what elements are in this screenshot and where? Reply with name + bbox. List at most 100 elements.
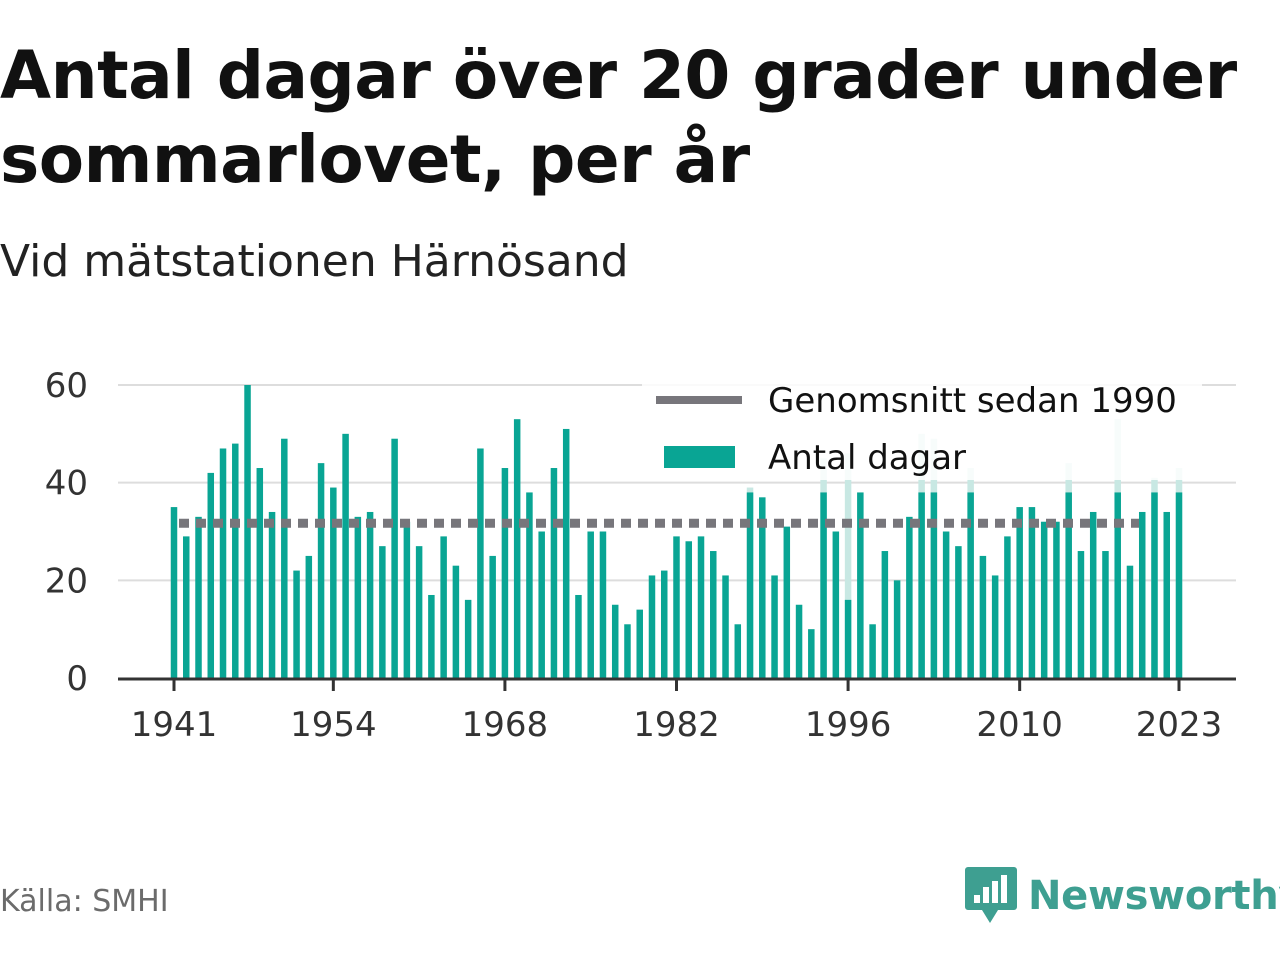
- bar: [857, 492, 864, 678]
- bar: [219, 448, 227, 678]
- bar: [1163, 511, 1170, 678]
- x-axis: 1941 1954 1968 1982 1996 2010 2023: [118, 677, 1236, 745]
- bar: [967, 492, 974, 678]
- bar: [538, 531, 545, 678]
- bar: [685, 541, 693, 678]
- bar: [403, 521, 411, 678]
- bar: [428, 594, 435, 678]
- bar: [955, 546, 962, 678]
- bar: [513, 419, 521, 678]
- bar: [562, 428, 570, 678]
- bar: [281, 438, 288, 678]
- bar: [575, 594, 582, 678]
- bar: [1077, 551, 1085, 678]
- bar: [893, 580, 901, 678]
- bar: [746, 492, 754, 678]
- bar: [354, 516, 362, 678]
- bar: [440, 536, 447, 678]
- bar: [808, 629, 815, 678]
- bar: [293, 570, 300, 678]
- bar: [1040, 521, 1048, 678]
- bar: [268, 511, 276, 678]
- bar: [1151, 492, 1158, 678]
- x-tick-label: 1982: [633, 705, 720, 745]
- legend: Genomsnitt sedan 1990 Antal dagar: [642, 372, 1202, 480]
- bar: [1126, 565, 1134, 678]
- bar: [477, 448, 484, 678]
- legend-label: Genomsnitt sedan 1990: [768, 381, 1177, 421]
- bars: [170, 385, 1183, 678]
- bar: [207, 472, 215, 678]
- bar: [232, 443, 239, 678]
- x-tick-label: 1941: [131, 705, 218, 745]
- bar: [918, 492, 925, 678]
- bar: [501, 468, 509, 678]
- bar: [991, 575, 999, 678]
- bar: [783, 526, 791, 678]
- newsworthy-logo-icon: [965, 867, 1017, 923]
- chart-title: Antal dagar över 20 grader under sommarl…: [0, 37, 1237, 198]
- bar-chart: 0 20 40 60 1941 1954 1968 1982 1996 2010 2023 Gen…: [45, 366, 1236, 745]
- bar: [624, 624, 631, 678]
- bar: [366, 511, 374, 678]
- y-tick-label: 40: [45, 464, 88, 504]
- legend-line-swatch: [656, 396, 742, 404]
- bar: [844, 599, 852, 678]
- brand-name: Newsworthy: [1028, 873, 1280, 919]
- bar: [881, 551, 889, 678]
- bar: [1065, 492, 1072, 678]
- x-tick-label: 2023: [1136, 705, 1223, 745]
- source-note: Källa: SMHI: [0, 884, 169, 919]
- bar: [611, 604, 619, 678]
- bar: [550, 468, 558, 678]
- x-tick-label: 1996: [805, 705, 892, 745]
- bar: [710, 551, 717, 678]
- bar: [673, 536, 680, 678]
- y-tick-label: 20: [45, 561, 88, 601]
- bar-faded: [844, 453, 852, 678]
- x-tick-label: 1954: [290, 705, 377, 745]
- bar: [1089, 511, 1097, 678]
- bar: [452, 565, 460, 678]
- bar: [526, 492, 533, 678]
- bar: [636, 609, 643, 678]
- bar: [244, 385, 251, 678]
- bar: [1028, 507, 1036, 678]
- bar: [820, 492, 827, 678]
- bar: [1053, 521, 1060, 678]
- bar: [1102, 551, 1109, 678]
- bar: [1004, 536, 1011, 678]
- bar: [305, 555, 313, 678]
- bar: [771, 575, 778, 678]
- legend-bar-swatch: [664, 446, 735, 468]
- bar: [869, 624, 876, 678]
- bar: [1016, 507, 1023, 678]
- brand-logo: Newsworthy: [964, 864, 1280, 928]
- bar: [1138, 511, 1146, 678]
- bar: [379, 546, 386, 678]
- legend-label: Antal dagar: [768, 438, 966, 478]
- bar: [734, 624, 742, 678]
- bar: [256, 468, 264, 678]
- bar: [183, 536, 190, 678]
- bar: [832, 531, 840, 678]
- bar: [587, 531, 594, 678]
- bar: [415, 546, 423, 678]
- bar: [979, 555, 987, 678]
- bar: [906, 516, 913, 678]
- bar: [722, 575, 729, 678]
- x-tick-label: 1968: [462, 705, 549, 745]
- bar: [195, 516, 202, 678]
- y-tick-label: 0: [66, 659, 88, 699]
- bar: [330, 487, 337, 678]
- bar: [697, 536, 705, 678]
- bar: [795, 604, 803, 678]
- bar: [648, 575, 656, 678]
- bar: [930, 492, 938, 678]
- bar: [759, 497, 766, 678]
- chart-subtitle: Vid mätstationen Härnösand: [0, 236, 629, 287]
- legend-background: [642, 372, 1202, 480]
- bar: [1175, 492, 1183, 678]
- bar: [660, 570, 668, 678]
- bar: [317, 463, 325, 678]
